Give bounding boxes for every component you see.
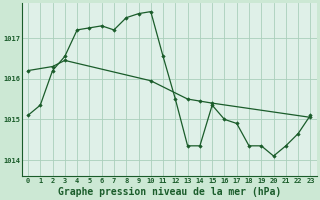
X-axis label: Graphe pression niveau de la mer (hPa): Graphe pression niveau de la mer (hPa) bbox=[58, 186, 281, 197]
